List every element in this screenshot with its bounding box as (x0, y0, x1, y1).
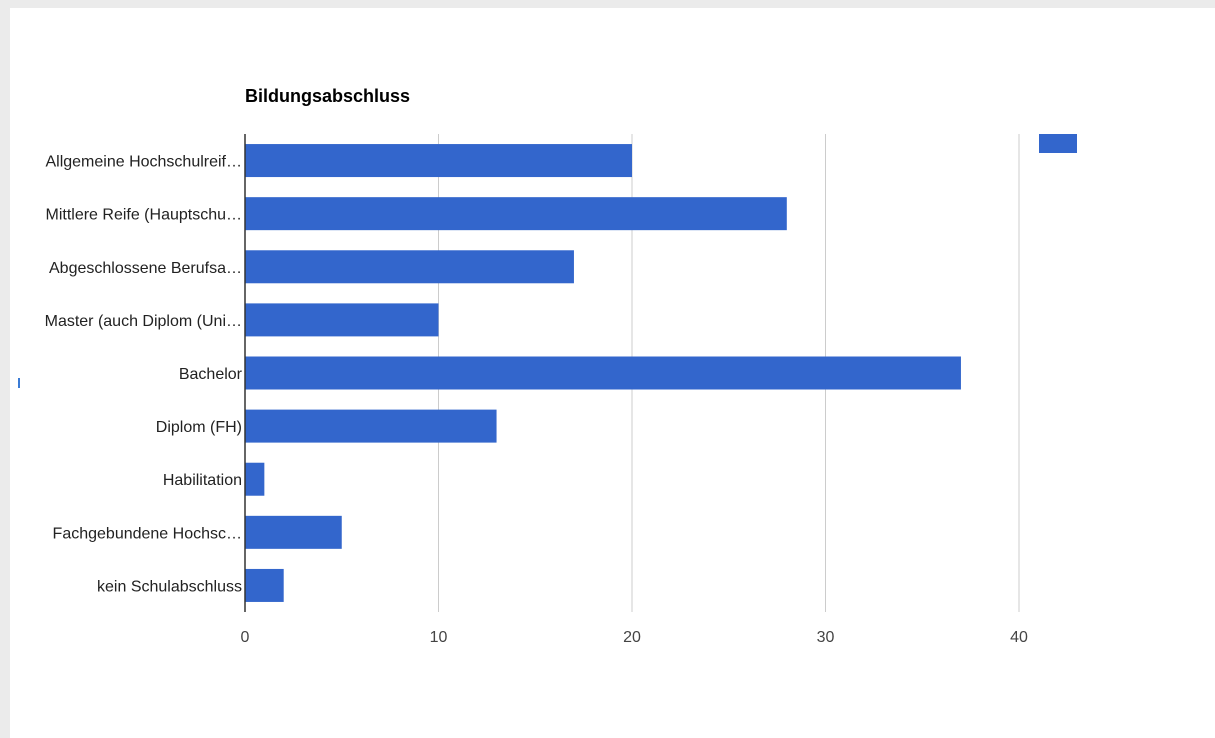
bar (245, 409, 497, 443)
category-label: Fachgebundene Hochsc… (53, 525, 242, 542)
category-label: Bachelor (179, 366, 243, 383)
bar (245, 197, 787, 231)
bar (245, 515, 342, 549)
category-label: Allgemeine Hochschulreif… (45, 154, 242, 171)
x-tick-label: 0 (241, 629, 250, 646)
bar (245, 144, 632, 178)
bar (245, 568, 284, 602)
category-label: Diplom (FH) (156, 419, 242, 436)
bar (245, 356, 961, 390)
x-tick-label: 20 (623, 629, 641, 646)
chart-page: Bildungsabschluss Allgemeine Hochschulre… (10, 8, 1215, 738)
category-labels: Allgemeine Hochschulreif… Mittlere Reife … (45, 154, 243, 596)
category-label: Abgeschlossene Berufsa… (49, 260, 242, 277)
bar (245, 303, 439, 337)
bar (245, 250, 574, 284)
x-tick-label: 30 (817, 629, 835, 646)
category-label: Habilitation (163, 472, 242, 489)
x-tick-label: 10 (430, 629, 448, 646)
bar (245, 462, 265, 496)
chart-title: Bildungsabschluss (245, 86, 410, 106)
category-label: kein Schulabschluss (97, 578, 242, 595)
bar-chart: Bildungsabschluss Allgemeine Hochschulre… (45, 86, 1077, 646)
x-tick-labels: 0 10 20 30 40 (241, 629, 1028, 646)
legend-swatch (1039, 134, 1077, 153)
legend (1039, 134, 1077, 153)
bars (245, 144, 961, 602)
category-label: Mittlere Reife (Hauptschu… (45, 207, 242, 224)
edge-marker (18, 378, 20, 388)
category-label: Master (auch Diplom (Uni… (45, 313, 242, 330)
x-tick-label: 40 (1010, 629, 1028, 646)
